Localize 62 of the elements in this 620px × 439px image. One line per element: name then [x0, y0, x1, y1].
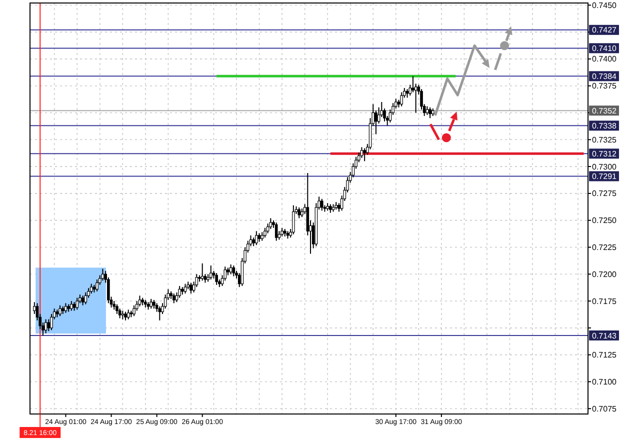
candlestick: [269, 218, 272, 230]
candlestick: [64, 302, 68, 314]
candlestick: [126, 309, 130, 320]
y-tick-label: 0.7075: [592, 404, 618, 414]
candlestick: [215, 272, 218, 286]
y-tick-label: 0.7375: [592, 82, 618, 91]
candlestick: [138, 295, 142, 307]
candlestick: [400, 92, 403, 107]
candlestick: [264, 227, 266, 238]
y-tick-label: 0.7275: [592, 189, 618, 198]
candlestick: [58, 304, 62, 317]
candlestick: [412, 76, 414, 93]
candlestick: [70, 300, 73, 312]
candlestick: [76, 297, 79, 310]
ref-line-label: 0.7427: [592, 26, 618, 35]
candlestick: [209, 265, 212, 280]
candlestick: [360, 146, 364, 158]
candlestick: [116, 304, 118, 314]
y-tick-label: 0.7175: [592, 296, 618, 306]
candlestick: [178, 285, 181, 298]
ref-line-label: 0.7410: [592, 44, 618, 53]
candlestick: [47, 318, 50, 332]
y-tick-label: 0.7125: [592, 350, 618, 360]
candlestick: [132, 304, 136, 317]
candlestick: [81, 295, 84, 306]
candlestick: [184, 283, 187, 294]
y-tick-label: 0.7400: [592, 54, 618, 64]
candlestick: [158, 306, 162, 321]
ref-line-label: 0.7384: [592, 72, 618, 81]
candlestick: [200, 262, 204, 282]
y-tick-label: 0.7225: [592, 243, 618, 252]
y-tick-label: 0.7450: [592, 0, 618, 10]
candlestick: [190, 282, 192, 294]
y-tick-label: 0.7250: [592, 216, 618, 226]
ref-line-label: 0.7291: [592, 172, 618, 182]
candlestick: [101, 268, 104, 282]
candlestick: [229, 264, 232, 275]
candlestick: [232, 265, 236, 277]
ref-line-label: 0.7338: [592, 121, 618, 130]
candlestick: [320, 198, 324, 212]
candlestick: [298, 206, 301, 219]
candlestick: [33, 302, 36, 314]
ref-line-label: 0.7312: [592, 149, 618, 158]
y-tick-label: 0.7300: [592, 162, 618, 172]
candlestick: [363, 148, 366, 162]
candlestick: [374, 110, 378, 135]
candlestick: [44, 318, 48, 334]
y-tick-label: 0.7100: [592, 378, 618, 387]
candlestick: [84, 292, 88, 305]
candlestick: [172, 292, 176, 304]
candlestick: [428, 106, 432, 119]
candlestick: [90, 283, 93, 294]
ref-line-label: 0.7143: [592, 331, 618, 340]
candlestick: [274, 222, 278, 242]
candlestick: [96, 279, 98, 292]
candlestick: [255, 230, 258, 246]
ref-line-label: 0.7352: [592, 106, 618, 116]
candlestick: [150, 298, 153, 310]
y-tick-label: 0.7325: [592, 135, 618, 144]
candlestick: [118, 308, 122, 319]
candlestick: [292, 204, 295, 235]
y-tick-label: 0.7200: [592, 270, 618, 279]
